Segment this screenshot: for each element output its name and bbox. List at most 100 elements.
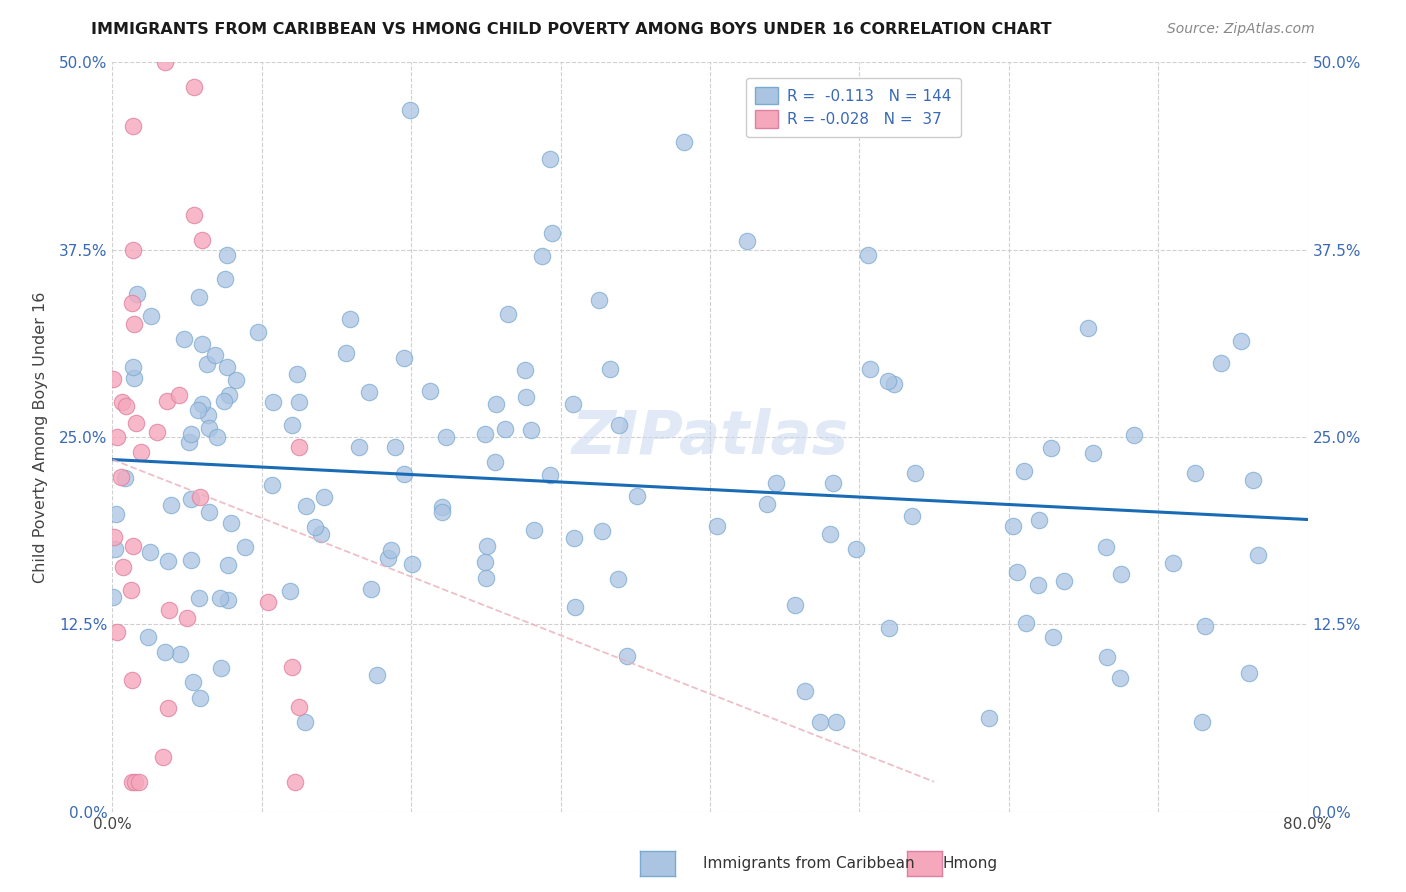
Point — [114, 471, 136, 485]
Point — [281, 660, 304, 674]
Point — [523, 523, 546, 537]
Text: IMMIGRANTS FROM CARIBBEAN VS HMONG CHILD POVERTY AMONG BOYS UNDER 16 CORRELATION: IMMIGRANTS FROM CARIBBEAN VS HMONG CHILD… — [91, 22, 1052, 37]
Point — [783, 599, 806, 613]
Point — [285, 367, 308, 381]
Point — [339, 311, 361, 326]
Point — [562, 397, 585, 411]
Point — [139, 545, 162, 559]
Point — [845, 541, 868, 556]
Point — [564, 599, 586, 614]
Point — [183, 80, 205, 95]
Point — [900, 509, 922, 524]
Point — [110, 469, 132, 483]
Point — [474, 555, 496, 569]
Point — [1237, 666, 1260, 681]
Point — [278, 584, 301, 599]
Point — [141, 309, 163, 323]
Point — [856, 248, 879, 262]
Point — [246, 325, 269, 339]
Point — [515, 390, 537, 404]
Point — [520, 423, 543, 437]
Point — [1042, 630, 1064, 644]
Point — [204, 348, 226, 362]
Point — [122, 119, 145, 133]
Point — [218, 387, 240, 401]
Point — [474, 427, 496, 442]
Point — [103, 590, 125, 604]
Point — [167, 388, 190, 402]
Point — [562, 532, 585, 546]
Point — [122, 317, 145, 331]
Point — [205, 430, 228, 444]
Point — [155, 394, 177, 409]
Point — [599, 362, 621, 376]
Point — [1161, 556, 1184, 570]
Point — [904, 466, 927, 480]
Point — [1209, 355, 1232, 369]
Point — [209, 591, 232, 605]
Point — [1109, 567, 1132, 582]
Point — [380, 543, 402, 558]
Point — [217, 359, 239, 374]
Point — [432, 506, 454, 520]
Point — [197, 409, 219, 423]
Point — [217, 593, 239, 607]
Point — [288, 394, 311, 409]
Point — [111, 394, 134, 409]
Point — [183, 675, 205, 690]
Point — [104, 507, 127, 521]
Point — [121, 774, 143, 789]
Point — [122, 243, 145, 257]
Point — [1109, 671, 1132, 685]
Point — [173, 333, 195, 347]
Point — [260, 478, 283, 492]
Point — [312, 490, 335, 504]
Text: Hmong: Hmong — [942, 856, 997, 871]
Point — [755, 497, 778, 511]
Point — [883, 376, 905, 391]
Legend: R =  -0.113   N = 144, R = -0.028   N =  37: R = -0.113 N = 144, R = -0.028 N = 37 — [747, 78, 960, 137]
Y-axis label: Child Poverty Among Boys Under 16: Child Poverty Among Boys Under 16 — [32, 292, 48, 582]
Point — [195, 357, 218, 371]
Point — [294, 714, 316, 729]
Text: ZIPatlas: ZIPatlas — [571, 408, 849, 467]
Point — [191, 397, 214, 411]
Point — [217, 248, 239, 262]
Point — [105, 625, 128, 640]
Point — [474, 571, 496, 585]
Point — [281, 417, 304, 432]
Point — [191, 233, 214, 247]
Point — [187, 402, 209, 417]
Point — [821, 476, 844, 491]
Point — [1001, 519, 1024, 533]
Point — [304, 519, 326, 533]
Point — [484, 454, 506, 468]
Point — [735, 234, 758, 248]
Point — [309, 527, 332, 541]
Point — [616, 648, 638, 663]
Point — [183, 208, 205, 222]
Point — [122, 539, 145, 553]
Point — [1122, 428, 1144, 442]
Point — [111, 560, 134, 574]
Point — [233, 540, 256, 554]
Point — [1194, 618, 1216, 632]
Point — [607, 417, 630, 432]
Point — [188, 290, 211, 304]
Point — [157, 554, 180, 568]
Point — [430, 500, 453, 514]
Point — [146, 425, 169, 440]
Point — [475, 539, 498, 553]
Point — [219, 516, 242, 531]
Point — [122, 360, 145, 375]
Point — [335, 346, 357, 360]
Point — [225, 373, 247, 387]
Point — [176, 611, 198, 625]
Point — [295, 499, 318, 513]
Point — [392, 351, 415, 366]
Point — [197, 505, 219, 519]
Point — [349, 441, 371, 455]
Point — [124, 371, 146, 385]
Point — [626, 489, 648, 503]
Point — [288, 440, 311, 454]
